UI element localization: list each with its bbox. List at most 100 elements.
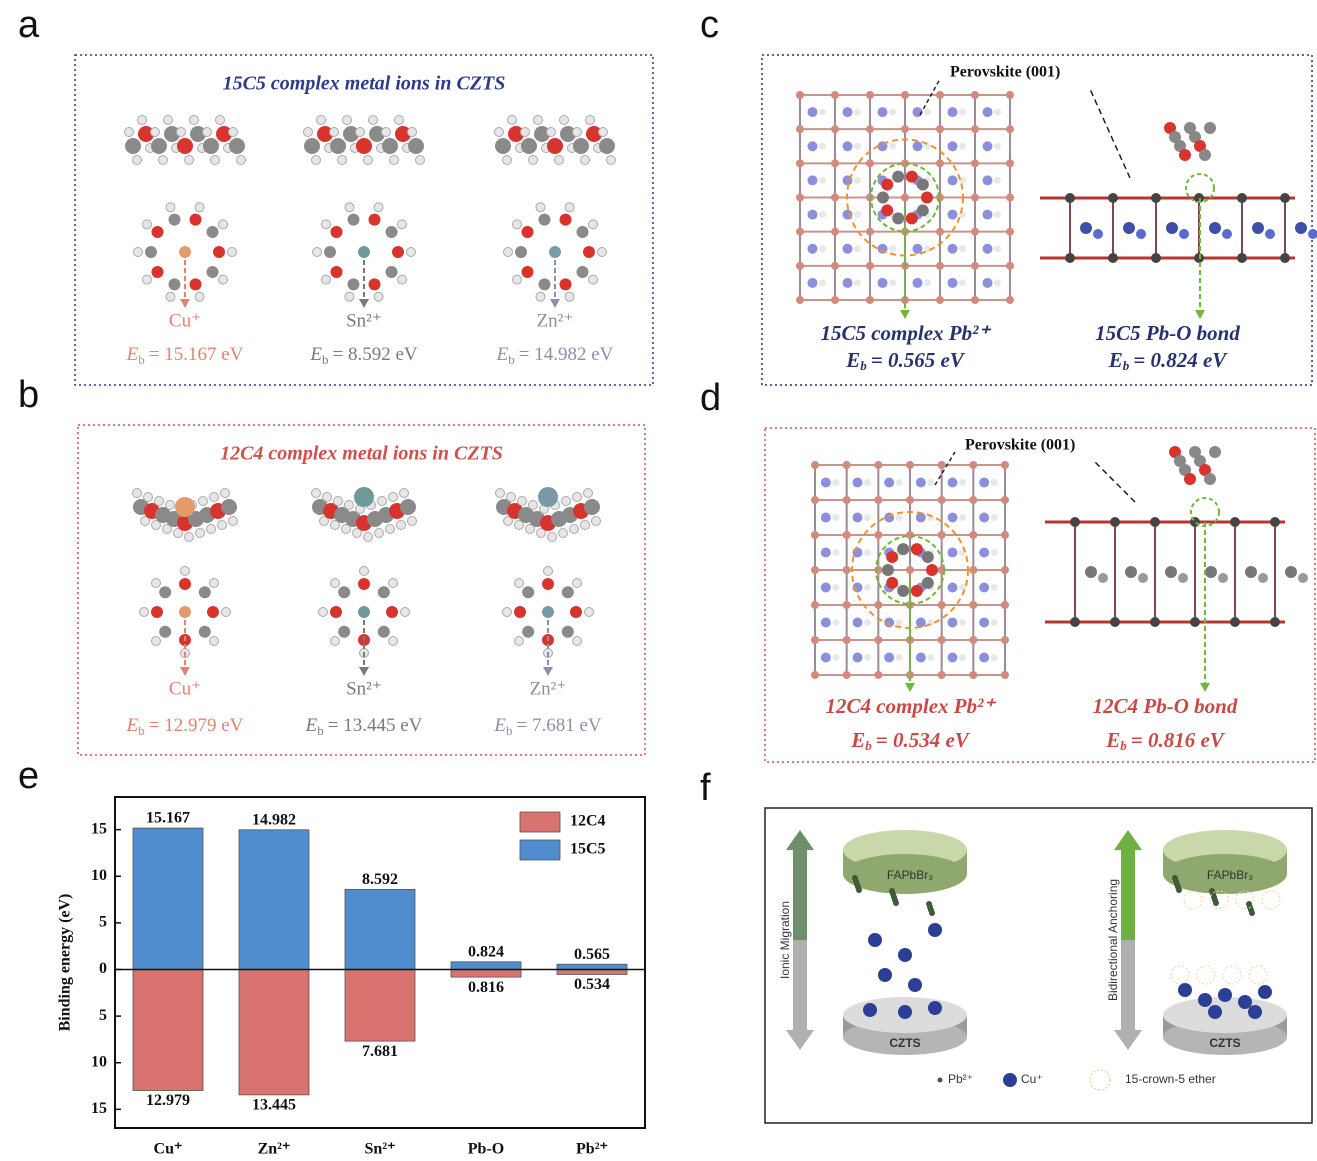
energy-symbol: E xyxy=(126,715,139,736)
fa-atom xyxy=(1258,573,1268,583)
hydrogen xyxy=(504,248,513,257)
lead-atom xyxy=(971,125,979,133)
carbon xyxy=(386,266,398,278)
oxygen xyxy=(207,606,219,618)
carbon xyxy=(229,138,245,154)
surface-arrow xyxy=(1095,462,1135,502)
fa-atom xyxy=(948,175,958,185)
lead-atom xyxy=(901,91,909,99)
fa-atom xyxy=(983,175,993,185)
fa-atom xyxy=(896,654,903,661)
hydrogen xyxy=(331,579,340,588)
fa-atom xyxy=(991,479,998,486)
arrow-label: Bidirectional Anchoring xyxy=(1106,879,1120,1001)
hydrogen xyxy=(312,156,321,165)
oxygen xyxy=(392,246,404,258)
lead-atom xyxy=(936,125,944,133)
lead-atom xyxy=(796,296,804,304)
carbon xyxy=(577,226,589,238)
fa-atom xyxy=(819,177,826,184)
fa-atom xyxy=(832,619,839,626)
carbon xyxy=(221,499,237,515)
lead-atom xyxy=(971,262,979,270)
bar xyxy=(133,828,203,969)
lead-atom xyxy=(796,228,804,236)
carbon xyxy=(207,266,219,278)
binding-energy: Eb= 15.167 eV xyxy=(126,344,244,367)
oxygen xyxy=(190,278,202,290)
energy-value: = 7.681 eV xyxy=(516,715,601,736)
lead-atom xyxy=(796,159,804,167)
hydrogen xyxy=(210,493,219,502)
hydrogen xyxy=(401,608,410,617)
pb-ion xyxy=(929,910,935,916)
x-tick-label: Pb²⁺ xyxy=(576,1141,608,1158)
lead-atom xyxy=(906,461,914,469)
carbon xyxy=(145,246,157,258)
cu-ion xyxy=(878,968,892,982)
energy-value: = 12.979 eV xyxy=(149,715,244,736)
oxygen xyxy=(911,543,923,555)
fa-atom xyxy=(1245,566,1257,578)
hydrogen xyxy=(356,128,365,137)
panel-title: 12C4 complex metal ions in CZTS xyxy=(220,443,503,465)
oxygen xyxy=(190,214,202,226)
fa-atom xyxy=(1098,573,1108,583)
metal-ion xyxy=(542,606,554,618)
lead-atom xyxy=(938,636,946,644)
fa-atom xyxy=(889,279,896,286)
lead-atom xyxy=(971,228,979,236)
lead-atom xyxy=(971,159,979,167)
energy-subscript: b xyxy=(865,738,872,753)
energy-subscript: b xyxy=(138,352,145,367)
legend-label: 12C4 xyxy=(570,813,606,830)
oxygen xyxy=(369,214,381,226)
panel-letter: f xyxy=(700,767,711,809)
data-label: 0.565 xyxy=(574,946,610,963)
carbon xyxy=(304,138,320,154)
energy-subscript: b xyxy=(1123,358,1130,373)
oxygen xyxy=(330,606,342,618)
fa-atom xyxy=(821,478,831,488)
hydrogen xyxy=(330,128,339,137)
hydrogen xyxy=(209,579,218,588)
hydrogen xyxy=(221,489,230,498)
hydrogen xyxy=(364,156,373,165)
oxygen xyxy=(542,578,554,590)
fa-atom xyxy=(924,279,931,286)
pb-ion xyxy=(856,887,862,893)
fa-atom xyxy=(821,583,831,593)
energy-subscript: b xyxy=(322,352,329,367)
hydrogen xyxy=(521,128,530,137)
oxygen xyxy=(911,585,923,597)
fa-atom xyxy=(1179,229,1189,239)
carbon xyxy=(521,138,537,154)
hydrogen xyxy=(312,489,321,498)
bar xyxy=(451,962,521,970)
carbon xyxy=(538,278,550,290)
cu-ion xyxy=(863,1003,877,1017)
lead-atom xyxy=(811,566,819,574)
y-tick-label: 0 xyxy=(99,960,107,977)
carbon xyxy=(125,138,141,154)
carbon xyxy=(168,214,180,226)
fa-atom xyxy=(983,141,993,151)
hydrogen xyxy=(152,636,161,645)
bar xyxy=(239,969,309,1094)
hydrogen xyxy=(408,517,417,526)
fa-atom xyxy=(878,107,888,117)
lead-atom xyxy=(969,671,977,679)
data-label: 12.979 xyxy=(146,1092,190,1109)
cu-ion xyxy=(1248,1005,1262,1019)
oxygen xyxy=(547,138,563,154)
cu-ion xyxy=(928,923,942,937)
oxygen xyxy=(1179,149,1191,161)
fa-atom xyxy=(864,654,871,661)
fa-atom xyxy=(821,653,831,663)
fa-atom xyxy=(854,143,861,150)
fa-atom xyxy=(1298,573,1308,583)
fa-atom xyxy=(819,211,826,218)
carbon xyxy=(1204,122,1216,134)
lead-atom xyxy=(938,601,946,609)
lead-atom xyxy=(1006,228,1014,236)
